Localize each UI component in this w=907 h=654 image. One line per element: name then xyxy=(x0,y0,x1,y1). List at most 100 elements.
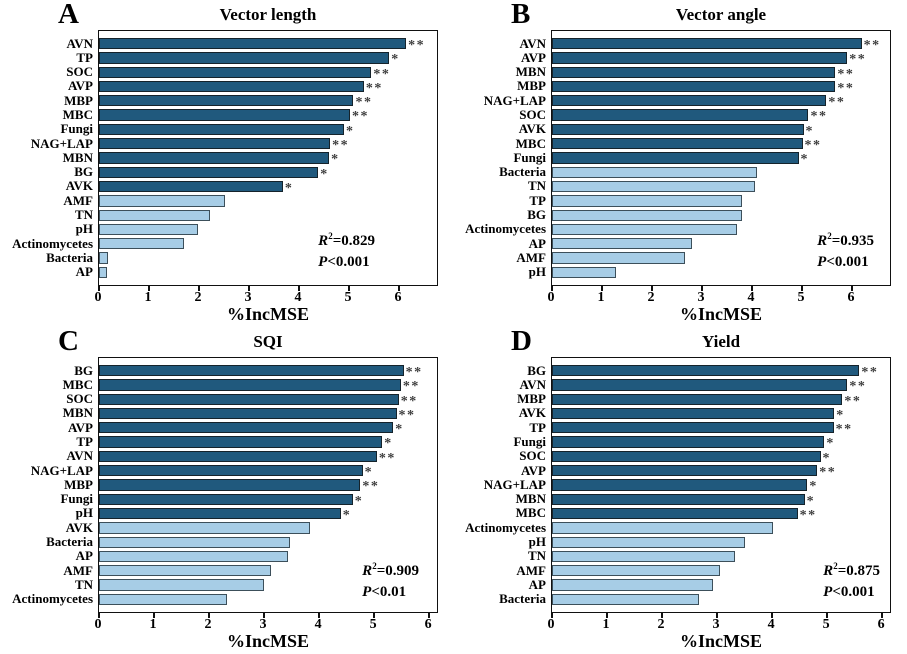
category-label: Fungi xyxy=(513,149,546,165)
x-axis-tick-value: 5 xyxy=(344,290,352,305)
x-axis-tick-mark xyxy=(606,613,608,618)
plot-area: R2=0.875 P<0.001 BG ** AVN ** MBP ** AVK * TP ** F… xyxy=(465,357,891,613)
category-label: Fungi xyxy=(60,121,93,137)
bar xyxy=(99,493,353,505)
bar xyxy=(552,52,848,64)
bar xyxy=(552,522,773,534)
x-axis-tick-mark xyxy=(551,613,553,618)
x-axis-tick-mark xyxy=(771,613,773,618)
plot-area: R2=0.829 P<0.001 AVN ** TP * SOC ** AVP ** MBP **… xyxy=(12,30,438,286)
bar xyxy=(99,109,350,121)
category-label: TN xyxy=(74,576,93,592)
x-axis-tick-value: 2 xyxy=(204,617,212,632)
bar xyxy=(99,223,199,236)
x-axis-tick-mark xyxy=(263,613,265,618)
category-label: SOC xyxy=(66,391,93,407)
category-label: AVP xyxy=(520,49,546,65)
x-axis-tick-value: 4 xyxy=(314,617,322,632)
x-axis-tick-value: 3 xyxy=(259,617,267,632)
category-label: MBP xyxy=(517,391,546,407)
r-squared-text: R2=0.875 xyxy=(823,561,880,580)
bar xyxy=(99,95,354,107)
category-label: MBP xyxy=(64,92,93,108)
category-label: TP xyxy=(76,433,93,449)
panel-sqi: C SQI R2=0.909 P<0.01 BG ** MBC ** SOC ** MBN *… xyxy=(0,327,453,654)
x-axis-tick-mark xyxy=(148,286,150,291)
significance-stars: * xyxy=(806,493,816,509)
x-axis-tick-mark xyxy=(198,286,200,291)
category-label: AVK xyxy=(65,178,93,194)
bar xyxy=(552,266,616,278)
category-label: AP xyxy=(75,548,93,564)
bar xyxy=(552,95,827,107)
category-label: TN xyxy=(527,548,546,564)
category-label: TN xyxy=(527,178,546,194)
category-label: AVP xyxy=(520,462,546,478)
bar xyxy=(99,180,283,193)
bar xyxy=(99,479,361,491)
panel-vector-length: A Vector length R2=0.829 P<0.001 AVN ** TP… xyxy=(0,0,453,327)
x-axis-ticks xyxy=(98,613,438,619)
bar xyxy=(99,209,211,221)
x-axis-tick-mark xyxy=(247,286,250,291)
category-label: MBN xyxy=(515,64,546,80)
category-label: MBN xyxy=(62,149,93,165)
bar xyxy=(99,238,184,250)
significance-stars: * xyxy=(342,507,352,523)
category-label: Fungi xyxy=(513,433,546,449)
x-axis-tick-value: 5 xyxy=(822,617,830,632)
bar xyxy=(99,252,108,264)
bar xyxy=(99,465,363,477)
x-axis-tick-mark xyxy=(397,286,400,291)
x-axis-tick-value: 3 xyxy=(712,617,720,632)
r-squared-text: R2=0.909 xyxy=(362,561,419,580)
bar xyxy=(552,138,803,150)
category-label: AVP xyxy=(67,78,93,94)
bar xyxy=(552,38,862,50)
category-label: Actinomycetes xyxy=(465,519,546,535)
category-label: Bacteria xyxy=(46,534,93,550)
significance-stars: * xyxy=(284,180,294,196)
bar xyxy=(552,565,720,577)
category-label: TP xyxy=(529,192,546,208)
category-label: MBN xyxy=(515,491,546,507)
p-value-text: P<0.001 xyxy=(817,254,869,270)
panel-title: Yield xyxy=(701,332,741,351)
bar xyxy=(99,507,341,520)
category-label: MBP xyxy=(64,476,93,492)
x-axis-tick-labels: 0 1 2 3 4 5 6 xyxy=(95,617,438,633)
significance-stars: ** xyxy=(402,379,420,395)
plot-area: R2=0.909 P<0.01 BG ** MBC ** SOC ** MBN ** AVP * T… xyxy=(12,357,438,613)
model-stats: R2=0.829 P<0.001 xyxy=(318,231,375,273)
category-label: AVN xyxy=(519,35,547,51)
p-value-text: P<0.001 xyxy=(318,254,370,270)
bar xyxy=(552,123,804,136)
category-label: AVN xyxy=(66,35,94,51)
category-label: AVN xyxy=(519,376,547,392)
bar xyxy=(99,152,330,164)
category-label: AP xyxy=(528,576,546,592)
category-label: AP xyxy=(75,264,93,280)
significance-stars: ** xyxy=(332,138,350,154)
bar xyxy=(99,407,397,420)
significance-stars: * xyxy=(320,166,329,182)
bar xyxy=(552,507,798,520)
significance-stars: ** xyxy=(861,365,879,380)
category-label: BG xyxy=(74,362,93,378)
x-axis-ticks xyxy=(551,613,891,619)
category-label: AVN xyxy=(66,448,94,464)
category-label: Bacteria xyxy=(46,249,93,265)
x-axis-tick-mark xyxy=(751,286,753,291)
bar xyxy=(552,493,805,505)
significance-stars: ** xyxy=(835,422,853,438)
category-label: AMF xyxy=(516,249,546,265)
bar xyxy=(552,436,825,448)
x-axis-tick-labels: 0 1 2 3 4 5 6 xyxy=(95,290,438,306)
significance-stars: ** xyxy=(849,379,867,395)
bar xyxy=(552,180,756,193)
category-label: BG xyxy=(74,164,93,180)
x-axis-tick-mark xyxy=(208,613,210,618)
x-axis-tick-mark xyxy=(881,613,883,618)
bar xyxy=(552,195,743,207)
category-label: MBC xyxy=(515,135,546,151)
